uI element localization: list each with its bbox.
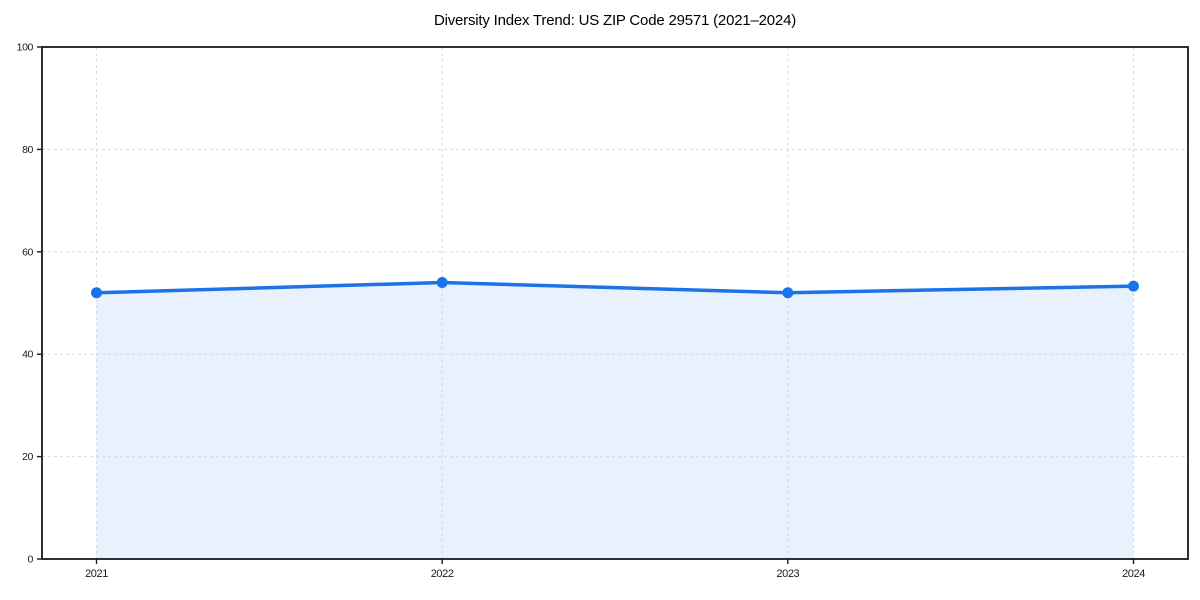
x-tick-label: 2021 bbox=[85, 568, 108, 580]
x-tick-label: 2023 bbox=[776, 568, 799, 580]
y-tick-label: 20 bbox=[22, 451, 33, 463]
x-tick-label: 2022 bbox=[431, 568, 454, 580]
y-tick-label: 100 bbox=[17, 42, 34, 54]
area-fill bbox=[96, 282, 1134, 559]
data-point-marker bbox=[91, 287, 102, 299]
trend-line bbox=[94, 280, 1136, 295]
x-tick-label: 2024 bbox=[1122, 568, 1145, 580]
y-tick-label: 60 bbox=[22, 246, 33, 258]
y-tick-label: 80 bbox=[22, 144, 33, 156]
chart-title: Diversity Index Trend: US ZIP Code 29571… bbox=[433, 12, 797, 29]
data-point-marker bbox=[782, 287, 794, 299]
plot-border bbox=[41, 46, 1189, 560]
y-tick-label: 40 bbox=[22, 349, 33, 361]
data-point-marker bbox=[436, 277, 448, 289]
y-tick-label: 0 bbox=[28, 554, 34, 566]
data-point-marker bbox=[1128, 280, 1139, 292]
